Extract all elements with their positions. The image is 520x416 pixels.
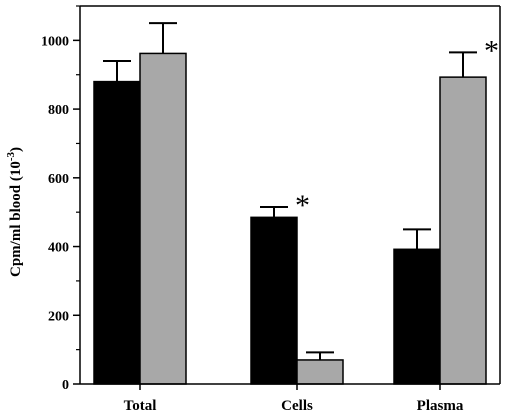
y-axis-title: Cpm/ml blood (10-3)	[5, 147, 24, 277]
bar-plasma-series-2	[439, 76, 487, 385]
significance-marker-cells: *	[295, 189, 310, 222]
bar-total-series-1	[93, 80, 141, 385]
y-tick-label-800: 800	[48, 103, 69, 118]
significance-marker-plasma: *	[484, 34, 499, 67]
x-tick-label-plasma: Plasma	[417, 398, 464, 414]
x-tick-label-total: Total	[124, 398, 157, 414]
axes-layer	[73, 5, 501, 390]
y-tick-label-0: 0	[62, 378, 69, 393]
labels-layer: Total Cells Plasma * * 0 200 400 600 800 1000	[41, 34, 499, 414]
bars-layer	[93, 52, 487, 385]
bar-cells-series-1	[250, 216, 298, 385]
y-tick-label-400: 400	[48, 241, 69, 256]
y-tick-label-600: 600	[48, 172, 69, 187]
y-tick-label-200: 200	[48, 309, 69, 324]
y-tick-label-1000: 1000	[41, 34, 69, 49]
x-tick-label-cells: Cells	[281, 398, 313, 414]
bar-total-series-2	[139, 52, 187, 385]
bar-plasma-series-1	[393, 248, 441, 385]
bar-cells-series-2	[296, 359, 344, 385]
error-bars-layer	[103, 22, 477, 360]
